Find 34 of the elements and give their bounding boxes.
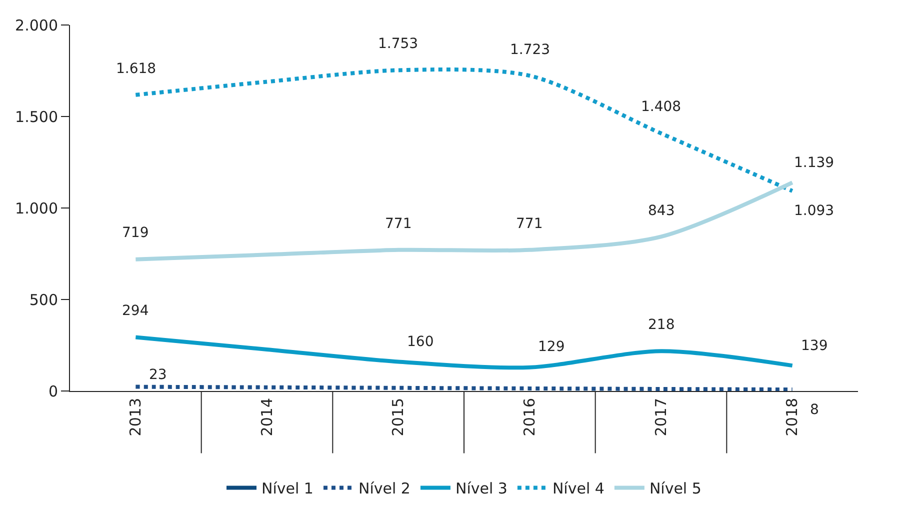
y-tick-label: 2.000: [15, 16, 58, 34]
data-label: 23: [149, 367, 167, 383]
data-label: 294: [122, 303, 149, 319]
legend-label: Nível 1: [262, 480, 314, 498]
data-label: 1.093: [794, 203, 834, 219]
line-series: [134, 335, 794, 370]
data-label: 1.618: [116, 61, 156, 77]
data-label: 218: [648, 317, 675, 333]
data-label: 771: [385, 216, 412, 232]
data-label: 843: [648, 203, 675, 219]
y-tick-label: 1.500: [15, 108, 58, 126]
x-tick-label: 2013: [126, 398, 145, 436]
x-tick-label: 2016: [520, 398, 539, 436]
data-label: 160: [407, 334, 434, 350]
legend-label: Nível 5: [649, 480, 702, 498]
data-label: 1.408: [641, 99, 682, 115]
y-tick-label: 500: [29, 290, 58, 309]
data-label: 719: [122, 225, 149, 241]
x-tick-label: 2015: [389, 398, 408, 436]
y-tick-label: 1.000: [15, 199, 58, 218]
y-tick-label: 0: [48, 382, 58, 400]
legend-label: Nível 3: [455, 480, 508, 498]
x-tick-label: 2017: [652, 398, 670, 436]
data-label: 8: [810, 402, 819, 418]
legend-label: Nível 2: [358, 480, 410, 498]
x-tick-label: 2014: [258, 398, 276, 436]
data-label: 139: [801, 338, 828, 354]
data-label: 1.753: [378, 36, 418, 52]
x-tick-label: 2018: [783, 398, 802, 436]
data-label: 1.139: [794, 155, 834, 171]
data-label: 1.723: [510, 42, 550, 58]
data-label: 771: [516, 216, 543, 232]
legend-label: Nível 4: [552, 480, 604, 498]
data-label: 129: [538, 339, 565, 355]
